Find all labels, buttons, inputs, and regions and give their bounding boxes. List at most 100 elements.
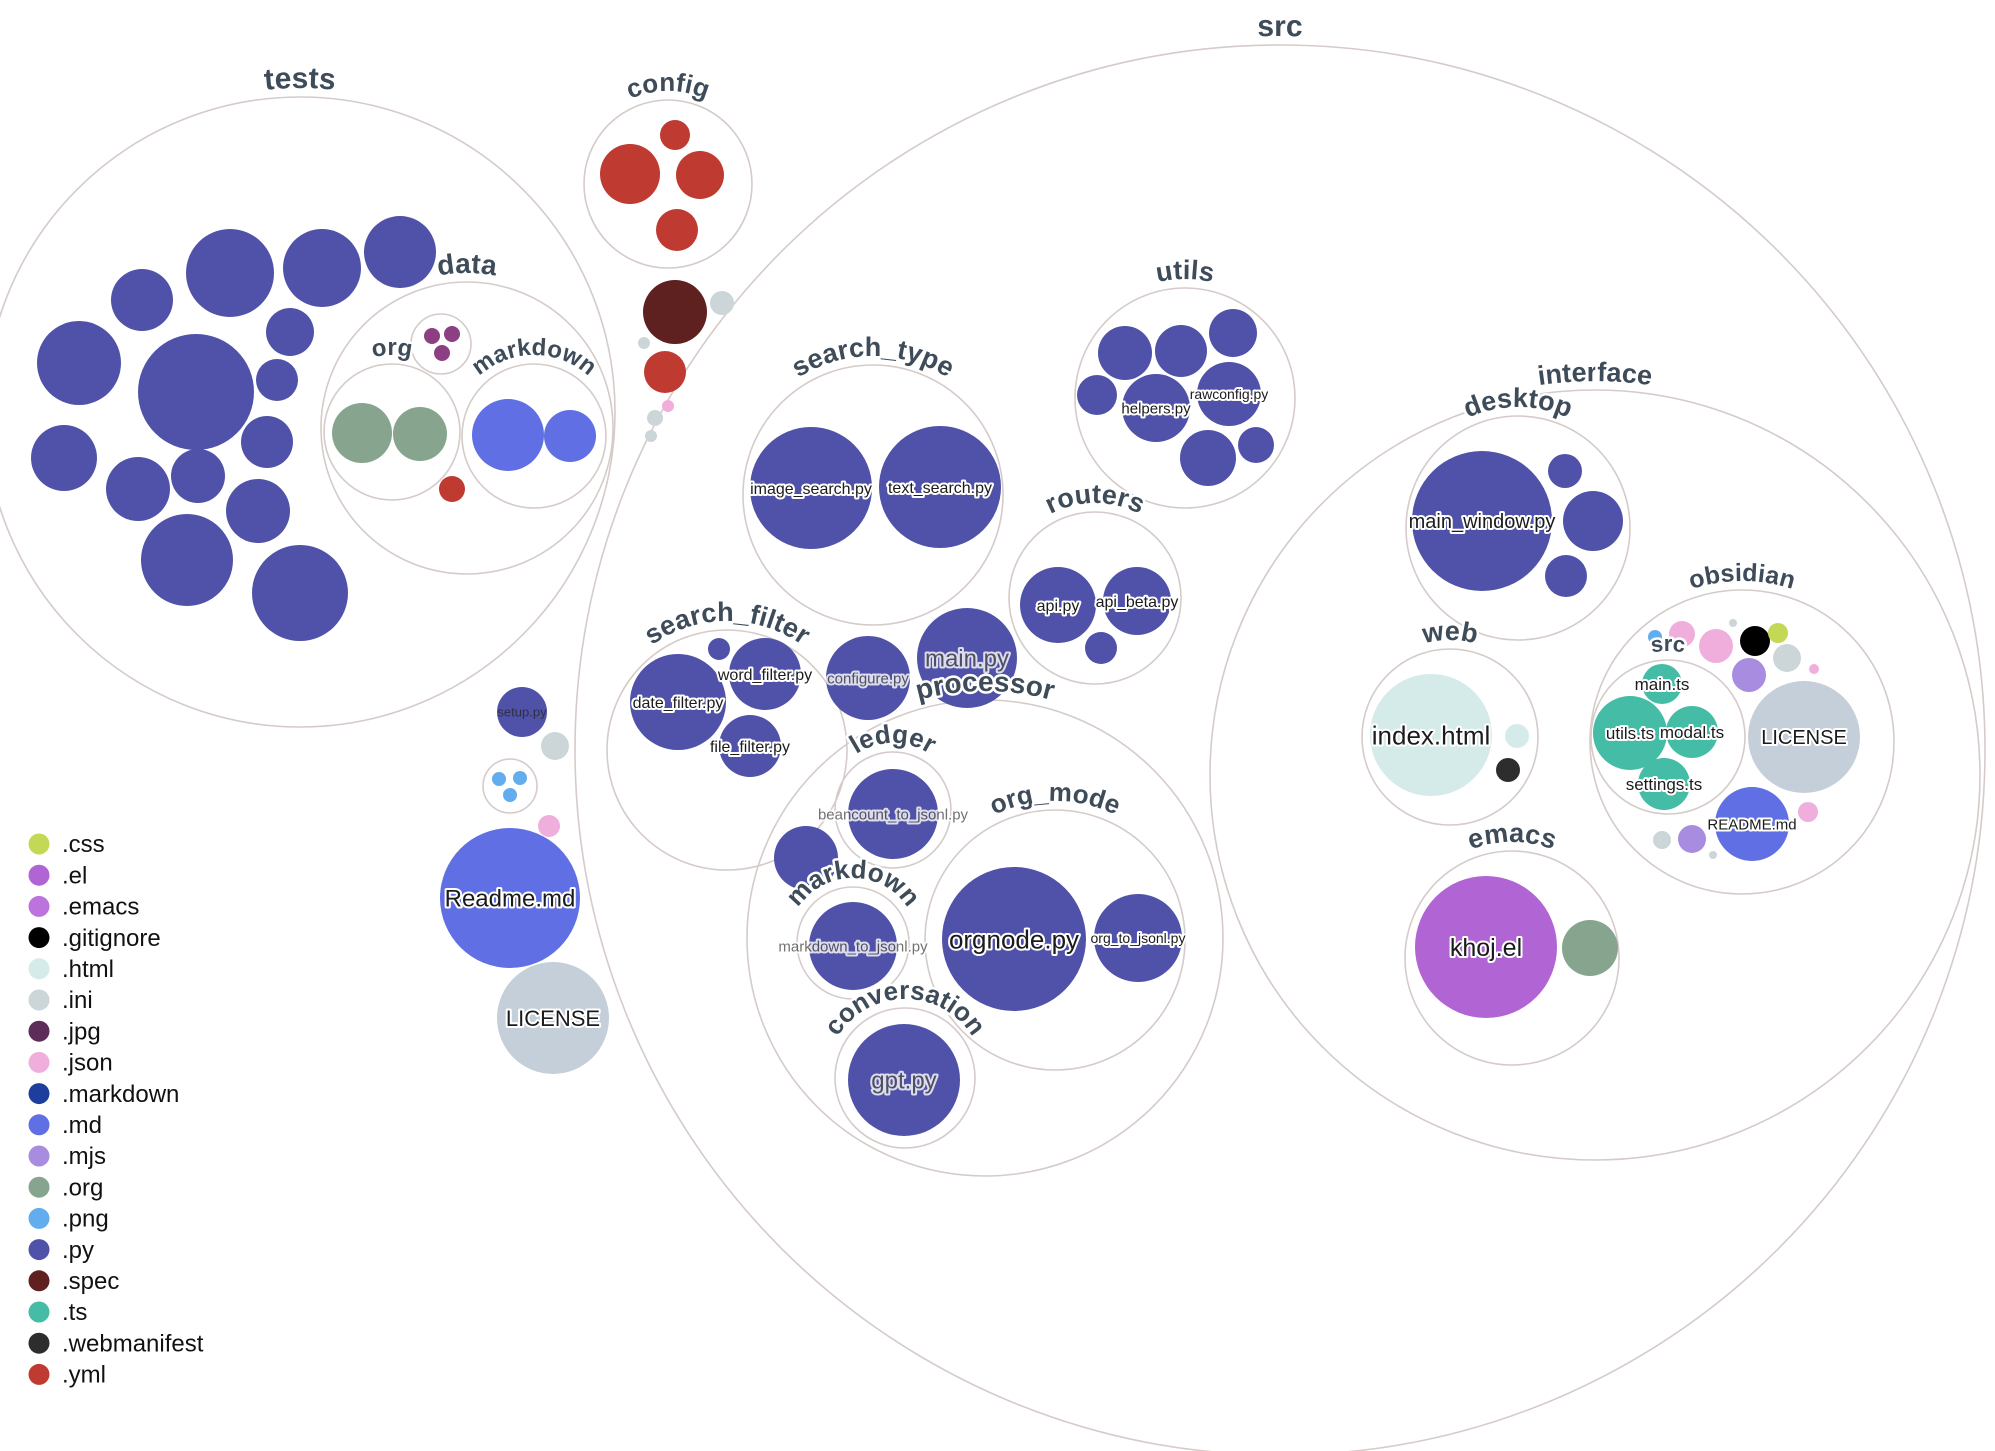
file-utils-py-5	[1180, 430, 1236, 486]
folder-emacs	[1404, 850, 1620, 1066]
file-tests-py-2	[283, 229, 361, 307]
file-tests-py-3	[111, 269, 173, 331]
file-root-ini-5	[541, 732, 569, 760]
file-config-yml-3	[676, 151, 724, 199]
file-tests-py-14	[241, 416, 293, 468]
file-config-yml-2	[660, 120, 690, 150]
file-main_window.py	[1412, 451, 1552, 591]
file-beancount_to_jsonl.py	[848, 769, 938, 859]
file-search_filter-py	[708, 638, 730, 660]
legend-item-webmanifest: .webmanifest	[28, 1330, 204, 1357]
legend-swatch-el	[28, 864, 50, 886]
file-web-webmanifest	[1496, 758, 1520, 782]
legend-label-mjs: .mjs	[62, 1143, 106, 1170]
folder-label-org-data: org	[370, 334, 415, 363]
legend-label-css: .css	[62, 831, 105, 858]
legend-swatch-png	[28, 1207, 50, 1229]
file-obsidian-mjs-1	[1732, 658, 1766, 692]
file-tests-py-4	[37, 321, 121, 405]
file-data-jpg-1	[424, 328, 440, 344]
folder-tests	[0, 96, 616, 728]
legend-label-png: .png	[62, 1206, 109, 1233]
legend-item-html: .html	[28, 956, 114, 983]
legend-item-yml: .yml	[28, 1362, 106, 1389]
legend-swatch-emacs	[28, 895, 50, 917]
legend-label-emacs: .emacs	[62, 894, 139, 921]
legend-label-py: .py	[62, 1237, 94, 1264]
file-label-README.md: README.md	[1707, 816, 1796, 833]
file-web-html-small	[1505, 724, 1529, 748]
legend-swatch-md	[28, 1114, 50, 1136]
file-config-yml-1	[600, 144, 660, 204]
file-helpers.py	[1122, 374, 1190, 442]
file-obsidian-mjs-2	[1678, 825, 1706, 853]
legend-swatch-gitignore	[28, 927, 50, 949]
legend-item-el: .el	[28, 862, 87, 889]
legend-item-png: .png	[28, 1206, 109, 1233]
file-index.html	[1370, 674, 1492, 796]
legend-item-gitignore: .gitignore	[28, 925, 161, 952]
file-rawconfig.py	[1197, 362, 1261, 426]
file-setup.py	[497, 687, 547, 737]
folder-jpg-folder	[410, 313, 472, 375]
legend-item-emacs: .emacs	[28, 894, 139, 921]
file-label-setup.py: setup.py	[497, 705, 547, 720]
legend-label-markdown: .markdown	[62, 1081, 179, 1108]
legend-swatch-yml	[28, 1363, 50, 1385]
folder-markdown-data	[461, 363, 607, 509]
file-data-md-1	[472, 399, 544, 471]
file-api_beta.py	[1103, 567, 1171, 635]
file-data-org-2	[393, 407, 447, 461]
folder-label-markdown-data: markdown	[467, 334, 602, 381]
file-obsidian-ini-1	[1729, 619, 1737, 627]
file-root-png-2	[513, 771, 527, 785]
legend-label-gitignore: .gitignore	[62, 925, 161, 952]
file-root-ini-4	[645, 430, 657, 442]
legend-item-py: .py	[28, 1237, 94, 1264]
file-Readme.md	[440, 828, 580, 968]
folder-label-config: config	[622, 67, 714, 105]
legend-label-json: .json	[62, 1050, 113, 1077]
legend-item-mjs: .mjs	[28, 1143, 106, 1170]
folder-label-utils: utils	[1154, 255, 1217, 288]
legend-item-jpg: .jpg	[28, 1018, 101, 1045]
file-label-markdown_to_jsonl.py: markdown_to_jsonl.py	[778, 938, 928, 955]
file-label-main.py: main.py	[925, 646, 1009, 673]
file-root-spec	[643, 280, 707, 344]
file-obsidian-ini-2	[1773, 644, 1801, 672]
file-label-org_to_jsonl.py: org_to_jsonl.py	[1091, 930, 1186, 946]
file-label-main_window.py: main_window.py	[1409, 511, 1556, 533]
file-label-rawconfig.py: rawconfig.py	[1190, 386, 1269, 402]
file-modal.ts	[1666, 706, 1718, 758]
file-file_filter.py	[719, 715, 781, 777]
legend-label-jpg: .jpg	[62, 1018, 101, 1045]
file-root-png-3	[503, 788, 517, 802]
folder-label-arc-interface	[1201, 381, 1989, 775]
file-utils-py-4	[1077, 375, 1117, 415]
file-utils-py-2	[1155, 325, 1207, 377]
folder-org_mode	[924, 809, 1186, 1071]
file-obsidian-ini-3	[1653, 831, 1671, 849]
file-tests-py-11	[226, 479, 290, 543]
file-label-LICENSE: LICENSE	[506, 1006, 600, 1031]
file-label-text_search.py: text_search.py	[888, 480, 992, 497]
folder-web	[1361, 648, 1539, 826]
file-LICENSE	[497, 962, 609, 1074]
legend-swatch-ts	[28, 1301, 50, 1323]
file-utils-py-3	[1209, 309, 1257, 357]
file-desktop-py-2	[1563, 491, 1623, 551]
file-data-md-2	[544, 410, 596, 462]
folder-label-org_mode: org_mode	[985, 777, 1125, 821]
file-tests-py-1	[186, 229, 274, 317]
legend-label-spec: .spec	[62, 1268, 119, 1295]
file-label-settings.ts: settings.ts	[1626, 775, 1703, 794]
file-label-helpers.py: helpers.py	[1121, 400, 1191, 417]
folder-png-folder	[482, 758, 538, 814]
file-api.py	[1020, 567, 1096, 643]
file-routers-py	[1085, 632, 1117, 664]
file-label-gpt.py: gpt.py	[871, 1068, 936, 1095]
folder-markdown-proc	[796, 886, 910, 1000]
file-data-jpg-2	[444, 326, 460, 342]
